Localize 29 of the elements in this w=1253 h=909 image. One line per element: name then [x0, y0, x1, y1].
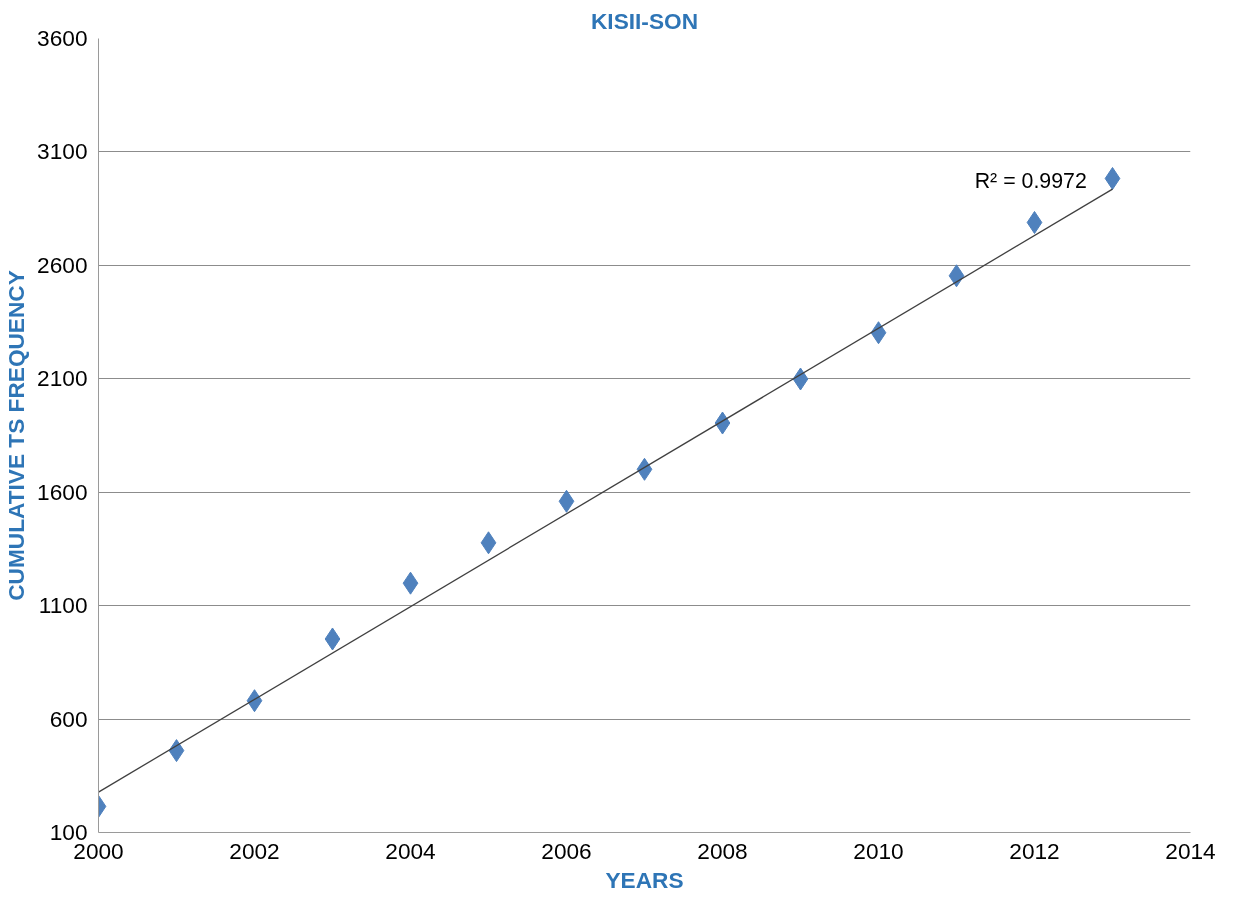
y-tick-label: 600 [49, 705, 88, 732]
x-tick-label: 2002 [229, 837, 280, 864]
chart-title: KISII-SON [591, 7, 698, 34]
x-tick-label: 2008 [697, 837, 748, 864]
y-tick-label: 1600 [37, 478, 88, 505]
y-tick-label: 2100 [37, 365, 88, 392]
x-axis-title: YEARS [605, 866, 684, 893]
point [714, 411, 731, 435]
point [870, 321, 887, 345]
point [402, 571, 419, 595]
x-tick-label: 2014 [1165, 837, 1216, 864]
x-tick-label: 2010 [853, 837, 904, 864]
point [1104, 166, 1121, 190]
point [1026, 210, 1043, 234]
point [324, 627, 341, 651]
x-tick-label: 2006 [541, 837, 592, 864]
point [246, 689, 263, 713]
point [168, 739, 185, 763]
x-tick-label: 2004 [385, 837, 436, 864]
point [558, 489, 575, 513]
y-tick-label: 3100 [37, 138, 88, 165]
x-tick-label: 2012 [1009, 837, 1060, 864]
y-tick-label: 1100 [38, 592, 88, 619]
point [948, 264, 965, 288]
y-tick-label: 3600 [37, 25, 88, 51]
y-axis-title: CUMULATIVE TS FREQUENCY [3, 270, 30, 601]
point [480, 531, 497, 555]
y-tick-label: 2600 [37, 251, 88, 278]
annotation: R² = 0.9972 [974, 169, 1087, 194]
